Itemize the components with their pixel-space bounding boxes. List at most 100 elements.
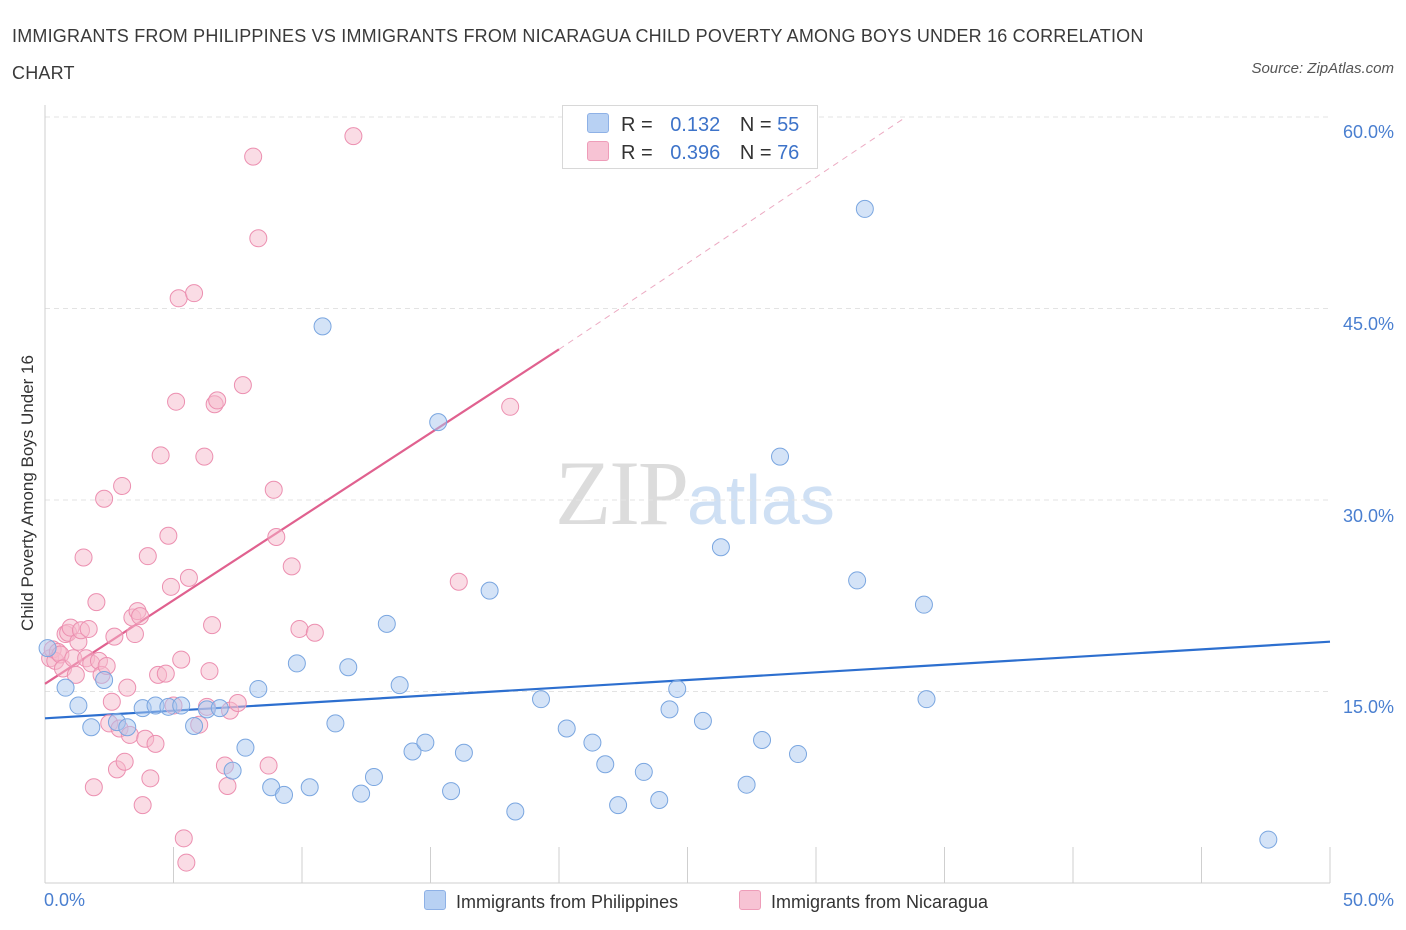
data-point-series-1 <box>141 769 160 788</box>
data-point-series-0 <box>172 696 191 715</box>
nicaragua-swatch <box>587 141 609 161</box>
data-point-series-0 <box>634 762 653 781</box>
grid-lines <box>45 116 1330 692</box>
data-point-series-1 <box>115 752 134 771</box>
data-point-series-0 <box>737 775 756 794</box>
data-point-series-0 <box>210 699 229 718</box>
data-point-series-1 <box>118 678 137 697</box>
data-point-series-0 <box>753 731 772 750</box>
legend-item-nicaragua[interactable]: Immigrants from Nicaragua <box>739 890 988 913</box>
data-point-series-1 <box>249 229 268 248</box>
data-point-series-0 <box>118 718 137 737</box>
data-point-series-1 <box>501 397 520 416</box>
data-point-series-1 <box>66 665 85 684</box>
trend-extension-series-1 <box>558 116 907 350</box>
trend-line-series-0 <box>44 640 1331 720</box>
y-tick-label: 15.0% <box>1342 697 1394 717</box>
data-point-series-0 <box>236 738 255 757</box>
data-point-series-1 <box>290 619 309 638</box>
data-point-series-0 <box>596 755 615 774</box>
data-point-series-0 <box>313 317 332 336</box>
data-point-series-0 <box>377 614 396 633</box>
data-point-series-0 <box>95 671 114 690</box>
r-value: 0.396 <box>670 142 721 164</box>
legend-item-philippines[interactable]: Immigrants from Philippines <box>424 890 678 913</box>
r-label: R = <box>621 114 653 136</box>
legend-label: Immigrants from Philippines <box>456 892 679 912</box>
data-point-series-0 <box>848 571 867 590</box>
data-point-series-0 <box>403 742 422 761</box>
data-point-series-0 <box>557 719 576 738</box>
data-point-series-0 <box>660 700 679 719</box>
data-point-series-1 <box>218 776 237 795</box>
data-point-series-1 <box>267 528 286 547</box>
x-tick-label: 0.0% <box>44 890 86 910</box>
data-point-series-0 <box>442 782 461 801</box>
x-tick-label: 50.0% <box>1342 890 1394 910</box>
data-point-series-1 <box>151 446 170 465</box>
legend-row-nicaragua: R = 0.396 N = 76 <box>587 141 799 165</box>
data-point-series-1 <box>159 526 178 545</box>
data-point-series-0 <box>82 718 101 737</box>
trend-lines <box>44 116 1331 720</box>
data-point-series-1 <box>174 829 193 848</box>
data-point-series-1 <box>185 284 204 303</box>
data-point-series-1 <box>156 664 175 683</box>
data-point-series-1 <box>74 548 93 567</box>
data-point-series-0 <box>914 595 933 614</box>
data-point-series-1 <box>161 577 180 596</box>
n-label: N = <box>739 114 772 136</box>
data-point-series-1 <box>259 756 278 775</box>
data-point-series-0 <box>771 447 790 466</box>
data-point-series-1 <box>200 662 219 681</box>
data-point-series-0 <box>506 802 525 821</box>
data-point-series-1 <box>84 778 103 797</box>
data-point-series-1 <box>195 447 214 466</box>
data-point-series-1 <box>146 734 165 753</box>
data-point-series-0 <box>326 714 345 733</box>
data-point-series-0 <box>287 654 306 673</box>
data-point-series-1 <box>264 480 283 499</box>
data-point-series-1 <box>177 853 196 872</box>
data-point-series-0 <box>711 538 730 557</box>
data-point-series-1 <box>228 693 247 712</box>
data-point-series-1 <box>233 376 252 395</box>
philippines-swatch <box>587 113 609 133</box>
data-point-series-1 <box>244 147 263 166</box>
data-point-series-0 <box>38 639 57 658</box>
data-point-series-0 <box>650 791 669 810</box>
data-point-series-1 <box>87 593 106 612</box>
data-point-series-0 <box>339 658 358 677</box>
data-point-series-0 <box>609 796 628 815</box>
legend-row-philippines: R = 0.132 N = 55 <box>587 113 799 137</box>
n-value: 55 <box>777 114 800 136</box>
data-point-series-1 <box>102 692 121 711</box>
data-point-series-0 <box>352 784 371 803</box>
data-point-series-0 <box>223 761 242 780</box>
data-point-series-0 <box>855 199 874 218</box>
data-point-series-1 <box>305 623 324 642</box>
data-point-series-0 <box>454 743 473 762</box>
data-points <box>38 127 1278 872</box>
data-point-series-1 <box>105 627 124 646</box>
data-point-series-1 <box>95 489 114 508</box>
data-point-series-0 <box>69 696 88 715</box>
philippines-legend-swatch <box>424 890 446 910</box>
data-point-series-0 <box>789 745 808 764</box>
chart-title: IMMIGRANTS FROM PHILIPPINES VS IMMIGRANT… <box>12 26 1144 83</box>
data-point-series-0 <box>917 690 936 709</box>
data-point-series-0 <box>480 581 499 600</box>
data-point-series-1 <box>449 572 468 591</box>
data-point-series-1 <box>167 392 186 411</box>
data-point-series-1 <box>113 476 132 495</box>
y-tick-label: 45.0% <box>1342 314 1394 334</box>
axes <box>44 105 1331 884</box>
data-point-series-0 <box>416 733 435 752</box>
data-point-series-1 <box>138 547 157 566</box>
data-point-series-0 <box>390 676 409 695</box>
r-label: R = <box>621 142 653 164</box>
data-point-series-0 <box>668 679 687 698</box>
y-axis-label: Child Poverty Among Boys Under 16 <box>18 355 37 631</box>
data-point-series-0 <box>364 768 383 787</box>
data-point-series-0 <box>56 678 75 697</box>
